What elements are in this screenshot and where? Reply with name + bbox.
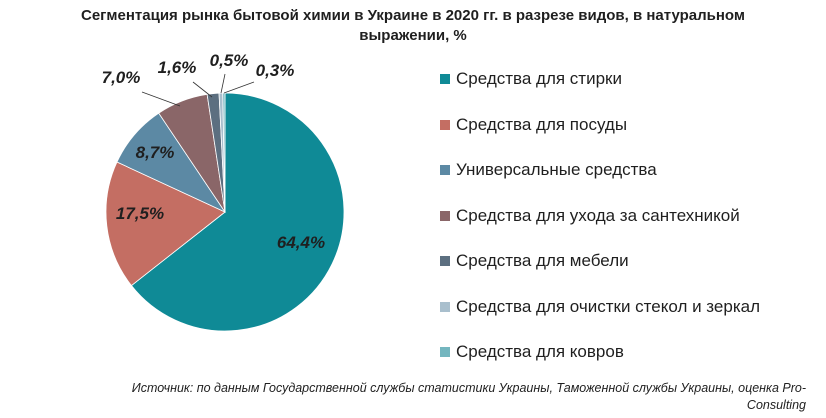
- chart-title: Сегментация рынка бытовой химии в Украин…: [0, 6, 826, 46]
- pie-slices: [105, 92, 345, 332]
- legend-label: Средства для ухода за сантехникой: [456, 205, 740, 225]
- legend-swatch: [440, 256, 450, 266]
- leader-line-4: [141, 91, 181, 107]
- data-label-7: 0,3%: [256, 61, 295, 80]
- legend-swatch: [440, 301, 450, 312]
- legend-swatch: [440, 347, 450, 357]
- leader-line-5: [192, 81, 213, 98]
- legend-label: Универсальные средства: [456, 160, 657, 179]
- source-note-line-2: Consulting: [746, 398, 806, 412]
- source-note: Источник: по данным Государственной служ…: [26, 380, 806, 414]
- legend-label: Средства для очистки стекол и зеркал: [456, 296, 760, 316]
- legend-item-2: Средства для посуды: [440, 114, 627, 136]
- legend-swatch: [440, 210, 450, 221]
- chart-title-line-1: Сегментация рынка бытовой химии в Украин…: [81, 7, 745, 24]
- legend-item-3: Универсальные средства: [440, 159, 657, 181]
- legend-item-5: Средства для мебели: [440, 250, 629, 272]
- legend-label: Средства для стирки: [456, 69, 622, 88]
- legend-label: Средства для посуды: [456, 114, 628, 134]
- data-label-6: 0,5%: [210, 51, 249, 70]
- source-note-line-1: Источник: по данным Государственной служ…: [131, 381, 806, 395]
- legend-swatch: [440, 74, 450, 84]
- legend-label: Средства для мебели: [456, 251, 629, 270]
- legend-item-4: Средства для ухода за сантехникой: [440, 205, 740, 227]
- legend-item-6: Средства для очистки стекол и зеркал: [440, 296, 760, 318]
- pie-slice-2: [105, 161, 226, 287]
- pie-slice-1: [130, 92, 345, 332]
- legend-swatch: [440, 165, 450, 175]
- data-label-3: 8,7%: [136, 143, 175, 162]
- legend-item-1: Средства для стирки: [440, 68, 622, 90]
- legend-swatch: [440, 119, 450, 130]
- data-label-5: 1,6%: [158, 58, 197, 77]
- leader-line-6: [220, 73, 226, 94]
- legend-label: Средства для ковров: [456, 342, 624, 361]
- data-label-1: 64,4%: [277, 233, 325, 252]
- data-label-4: 7,0%: [102, 68, 141, 87]
- leader-line-7: [223, 81, 255, 94]
- legend-item-7: Средства для ковров: [440, 341, 624, 363]
- data-label-2: 17,5%: [116, 204, 164, 223]
- chart-title-line-2: выражении, %: [359, 27, 467, 44]
